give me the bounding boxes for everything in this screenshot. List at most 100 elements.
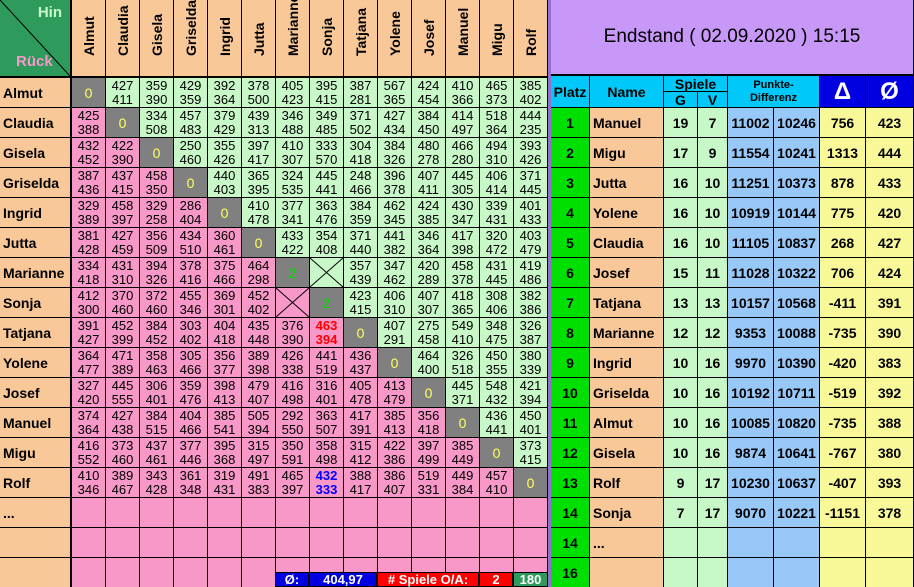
point-difference: -767 xyxy=(820,438,866,468)
score-cell: 339 431 xyxy=(480,198,514,228)
score-cell: 327 420 xyxy=(72,378,106,408)
score-cell: 384 452 xyxy=(140,318,174,348)
open-games: 2 xyxy=(479,572,513,587)
score-cell: 567 365 xyxy=(378,78,412,108)
cross-cell xyxy=(310,258,344,288)
score-cell: 466 280 xyxy=(446,138,480,168)
point-difference xyxy=(820,558,866,587)
points-against: 10568 xyxy=(774,288,820,318)
score-cell: 518 364 xyxy=(480,108,514,138)
average: 393 xyxy=(866,468,914,498)
score-cell: 304 418 xyxy=(344,138,378,168)
score-cell: 437 461 xyxy=(140,438,174,468)
score-cell: 305 466 xyxy=(174,348,208,378)
empty-cell xyxy=(106,498,140,528)
score-cell: 347 462 xyxy=(378,258,412,288)
header-name: Name xyxy=(590,76,664,108)
games-won: 13 xyxy=(664,288,698,318)
games-won: 10 xyxy=(664,408,698,438)
score-cell: 388 417 xyxy=(344,468,378,498)
score-cell: 387 436 xyxy=(72,168,106,198)
column-header-label: Griselda xyxy=(182,0,199,56)
score-cell: 462 345 xyxy=(378,198,412,228)
score-cell: 419 486 xyxy=(514,258,548,288)
score-cell: 326 387 xyxy=(514,318,548,348)
score-cell: 354 408 xyxy=(310,228,344,258)
score-cell: 319 431 xyxy=(208,468,242,498)
score-cell: 458 350 xyxy=(140,168,174,198)
score-cell: 356 509 xyxy=(140,228,174,258)
player-name: Marianne xyxy=(590,318,664,348)
player-name: Claudia xyxy=(590,228,664,258)
row-header-rolf: Rolf xyxy=(0,468,72,498)
score-cell: 435 448 xyxy=(242,318,276,348)
score-cell: 389 398 xyxy=(242,348,276,378)
corner-cell: Hin Rück xyxy=(0,0,72,78)
column-header-migu: Migu xyxy=(480,0,514,78)
score-cell: 422 386 xyxy=(378,438,412,468)
row-header-migu: Migu xyxy=(0,438,72,468)
games-lost: 12 xyxy=(698,318,728,348)
games-won: 7 xyxy=(664,498,698,528)
score-cell: 360 461 xyxy=(208,228,242,258)
games-won: 15 xyxy=(664,258,698,288)
score-cell: 458 397 xyxy=(106,198,140,228)
player-name: Almut xyxy=(590,408,664,438)
score-cell: 346 364 xyxy=(412,228,446,258)
score-cell: 407 411 xyxy=(412,168,446,198)
score-cell: 406 310 xyxy=(378,288,412,318)
score-cell: 410 346 xyxy=(72,468,106,498)
score-cell: 384 326 xyxy=(378,138,412,168)
column-header-griselda: Griselda xyxy=(174,0,208,78)
row-header-jutta: Jutta xyxy=(0,228,72,258)
header-label: Punkte- xyxy=(753,78,794,91)
score-cell: 346 488 xyxy=(276,108,310,138)
header-avg: Ø xyxy=(866,76,914,108)
score-cell: 372 460 xyxy=(140,288,174,318)
row-header-sonja: Sonja xyxy=(0,288,72,318)
point-difference: -735 xyxy=(820,318,866,348)
score-cell: 455 346 xyxy=(174,288,208,318)
score-cell: 412 300 xyxy=(72,288,106,318)
player-name: Yolene xyxy=(590,198,664,228)
score-cell: 377 446 xyxy=(174,438,208,468)
score-cell: 401 433 xyxy=(514,198,548,228)
empty-cell xyxy=(242,558,276,587)
score-cell: 439 313 xyxy=(242,108,276,138)
score-cell: 380 339 xyxy=(514,348,548,378)
score-cell: 427 459 xyxy=(106,228,140,258)
empty-cell xyxy=(276,498,310,528)
column-header-yolene: Yolene xyxy=(378,0,412,78)
rank: 2 xyxy=(551,138,590,168)
diagonal-cell: 0 xyxy=(378,348,412,378)
score-cell: 303 402 xyxy=(174,318,208,348)
score-cell: 364 477 xyxy=(72,348,106,378)
points-for: 11251 xyxy=(728,168,774,198)
score-cell: 363 476 xyxy=(310,198,344,228)
score-cell: 395 368 xyxy=(208,438,242,468)
average: 423 xyxy=(866,108,914,138)
score-cell: 427 411 xyxy=(106,78,140,108)
score-cell: 463 394 xyxy=(310,318,344,348)
empty-cell xyxy=(378,528,412,558)
score-cell: 378 500 xyxy=(242,78,276,108)
row-header-yolene: Yolene xyxy=(0,348,72,378)
empty-cell xyxy=(208,558,242,587)
diagonal-line xyxy=(0,0,70,76)
score-cell: 248 466 xyxy=(344,168,378,198)
points-against: 10390 xyxy=(774,348,820,378)
games-lost xyxy=(698,558,728,587)
column-header-marianne: Marianne xyxy=(276,0,310,78)
points-against xyxy=(774,558,820,587)
score-cell: 398 413 xyxy=(208,378,242,408)
score-cell: 385 413 xyxy=(378,408,412,438)
player-name: Tatjana xyxy=(590,288,664,318)
score-cell: 382 386 xyxy=(514,288,548,318)
score-cell: 436 437 xyxy=(344,348,378,378)
score-cell: 286 404 xyxy=(174,198,208,228)
games-lost: 16 xyxy=(698,438,728,468)
score-cell: 357 439 xyxy=(344,258,378,288)
column-header-label: Almut xyxy=(80,16,97,56)
points-against: 10837 xyxy=(774,228,820,258)
point-difference: -411 xyxy=(820,288,866,318)
